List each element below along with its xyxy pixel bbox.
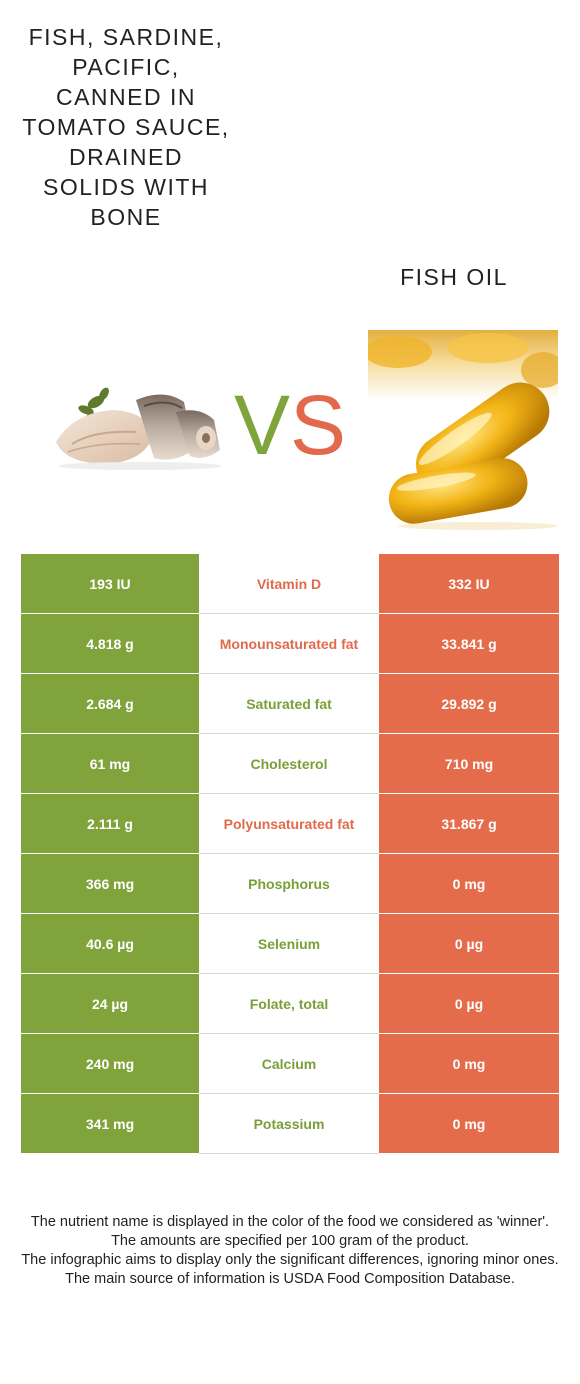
right-food-value: 31.867 g [379,794,559,853]
footer-note-winner: The nutrient name is displayed in the co… [30,1214,550,1230]
row-divider-line [199,1033,379,1034]
right-food-value: 710 mg [379,734,559,793]
nutrient-name: Vitamin D [199,554,379,613]
table-row: 40.6 µg Selenium 0 µg [21,914,559,974]
table-row: 24 µg Folate, total 0 µg [21,974,559,1034]
vs-label: VS [226,380,354,470]
table-row: 4.818 g Monounsaturated fat 33.841 g [21,614,559,674]
row-divider-line [199,853,379,854]
left-food-title: Fish, sardine, Pacific, canned in tomato… [22,24,230,230]
footer-note-amounts: The amounts are specified per 100 gram o… [111,1233,469,1249]
footer-notes: The nutrient name is displayed in the co… [14,1213,566,1289]
table-row: 341 mg Potassium 0 mg [21,1094,559,1154]
nutrient-name: Folate, total [199,974,379,1033]
nutrient-name: Potassium [199,1094,379,1153]
table-row: 366 mg Phosphorus 0 mg [21,854,559,914]
table-row: 2.684 g Saturated fat 29.892 g [21,674,559,734]
right-food-title: Fish oil [400,264,508,290]
left-food-value: 40.6 µg [21,914,199,973]
left-food-value: 341 mg [21,1094,199,1153]
nutrient-name: Cholesterol [199,734,379,793]
table-row: 2.111 g Polyunsaturated fat 31.867 g [21,794,559,854]
row-divider-line [199,613,379,614]
right-food-value: 0 mg [379,854,559,913]
right-food-value: 29.892 g [379,674,559,733]
right-food-value: 0 mg [379,1094,559,1153]
left-food-value: 4.818 g [21,614,199,673]
vs-v-letter: V [233,378,290,472]
row-divider-line [199,1093,379,1094]
right-food-value: 0 mg [379,1034,559,1093]
right-food-value: 33.841 g [379,614,559,673]
left-food-value: 24 µg [21,974,199,1033]
nutrient-name: Monounsaturated fat [199,614,379,673]
fish-oil-capsules-image [364,330,565,530]
row-divider-line [199,733,379,734]
left-food-value: 61 mg [21,734,199,793]
left-food-value: 2.684 g [21,674,199,733]
nutrient-name: Polyunsaturated fat [199,794,379,853]
nutrient-name: Calcium [199,1034,379,1093]
nutrient-name: Selenium [199,914,379,973]
left-food-value: 366 mg [21,854,199,913]
row-divider-line [199,1153,379,1154]
nutrient-comparison-table: 193 IU Vitamin D 332 IU 4.818 g Monounsatura… [21,554,559,1154]
footer-note-aims: The infographic aims to display only the… [21,1252,559,1268]
left-food-value: 193 IU [21,554,199,613]
nutrient-name: Phosphorus [199,854,379,913]
table-row: 240 mg Calcium 0 mg [21,1034,559,1094]
row-divider-line [199,673,379,674]
right-food-value: 0 µg [379,914,559,973]
footer-note-source: The main source of information is USDA F… [65,1271,515,1287]
sardine-fish-pieces-image [44,372,226,470]
right-food-value: 0 µg [379,974,559,1033]
vs-s-letter: S [290,378,347,472]
table-row: 193 IU Vitamin D 332 IU [21,554,559,614]
left-food-value: 2.111 g [21,794,199,853]
row-divider-line [199,913,379,914]
row-divider-line [199,793,379,794]
row-divider-line [199,973,379,974]
table-row: 61 mg Cholesterol 710 mg [21,734,559,794]
left-food-value: 240 mg [21,1034,199,1093]
right-food-value: 332 IU [379,554,559,613]
nutrient-name: Saturated fat [199,674,379,733]
